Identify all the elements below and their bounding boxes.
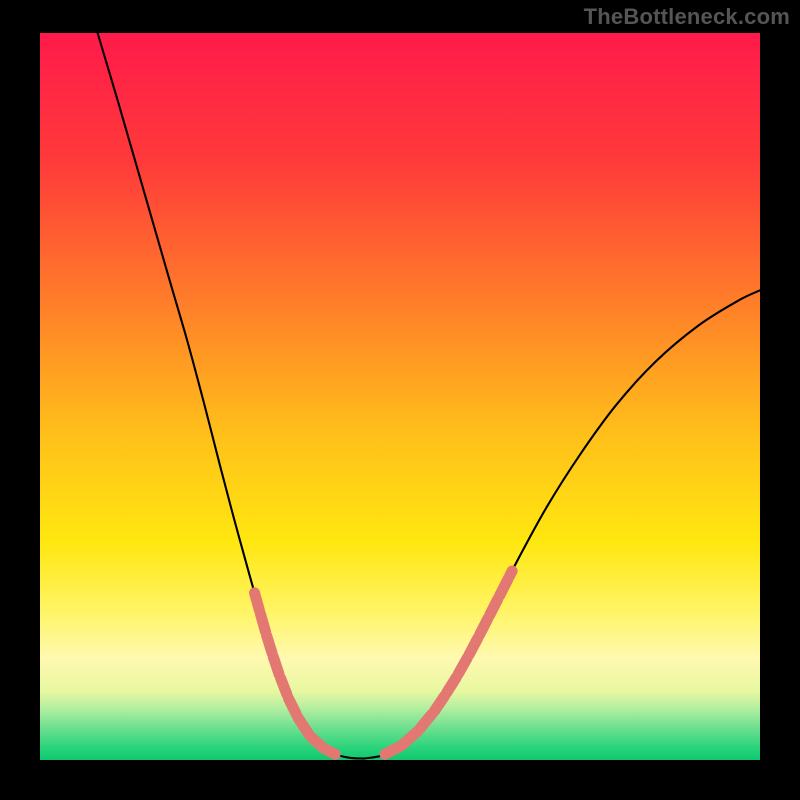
watermark-text: TheBottleneck.com (584, 4, 790, 30)
bottleneck-chart (0, 0, 800, 800)
